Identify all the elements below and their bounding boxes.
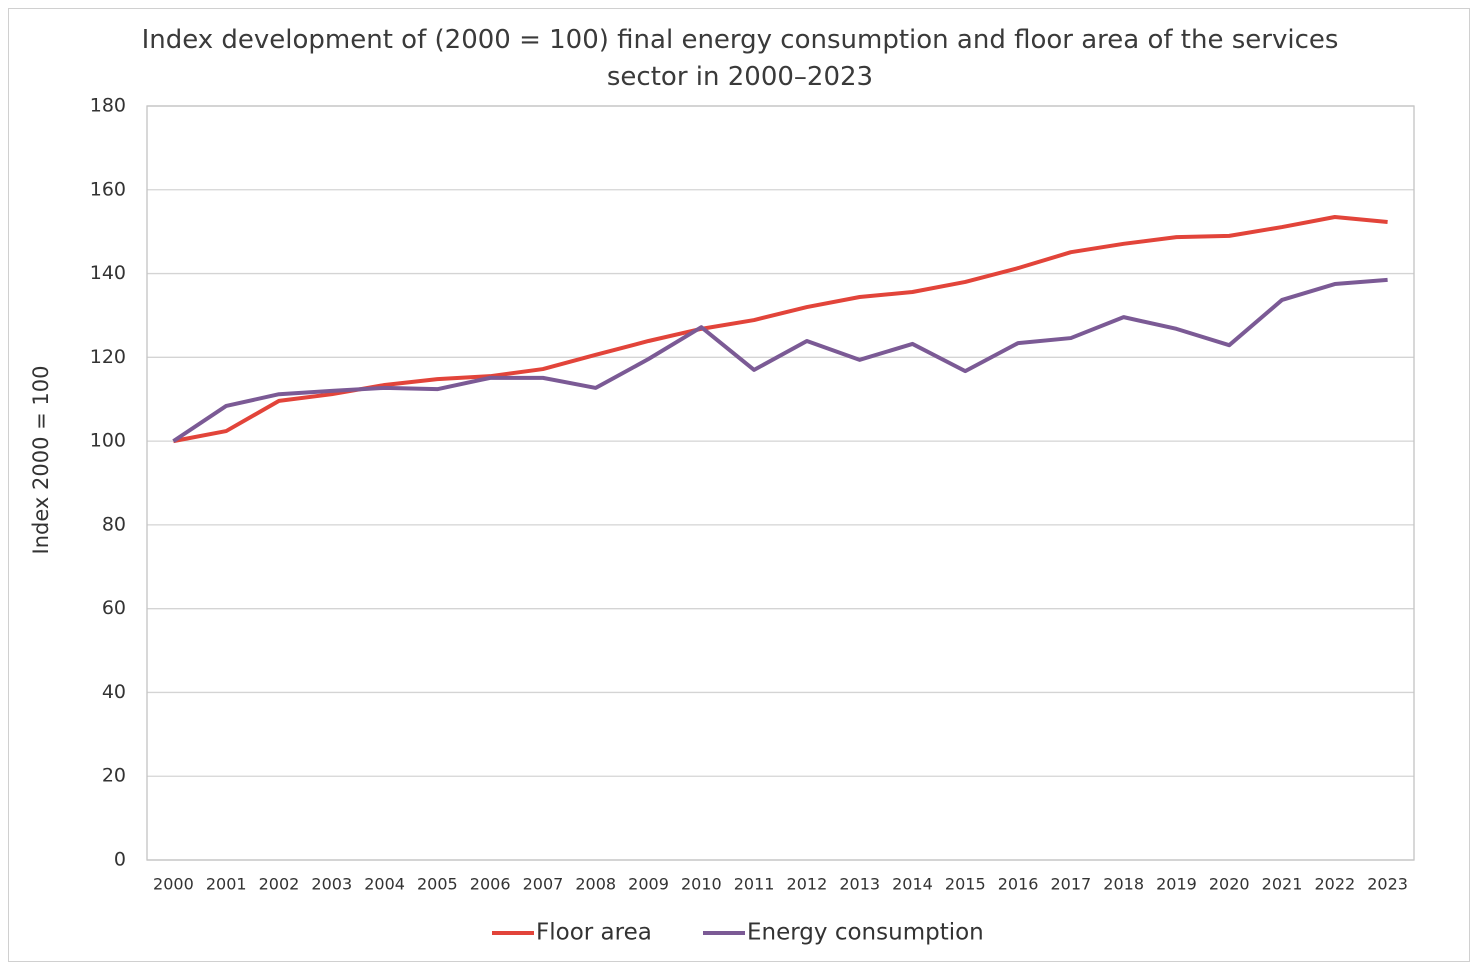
x-tick-label: 2016 [998,875,1039,894]
plot-border [146,105,1415,861]
x-tick-label: 2022 [1314,875,1355,894]
x-tick-label: 2017 [1050,875,1091,894]
y-tick-label: 120 [90,346,126,368]
x-tick-label: 2014 [892,875,933,894]
legend-label: Energy consumption [747,920,984,946]
y-tick-label: 0 [114,849,126,871]
x-tick-label: 2019 [1156,875,1197,894]
x-tick-label: 2005 [417,875,458,894]
x-tick-label: 2021 [1262,875,1303,894]
x-tick-label: 2018 [1103,875,1144,894]
x-tick-label: 2000 [153,875,194,894]
y-tick-label: 60 [102,597,126,619]
x-tick-label: 2013 [839,875,880,894]
chart-frame [8,8,1470,962]
x-tick-label: 2011 [734,875,775,894]
x-tick-label: 2003 [311,875,352,894]
x-tick-label: 2008 [575,875,616,894]
data-line [173,215,1388,444]
x-tick-label: 2010 [681,875,722,894]
x-tick-label: 2012 [787,875,828,894]
data-line [172,277,1388,443]
x-tick-label: 2015 [945,875,986,894]
y-tick-label: 160 [90,178,126,200]
x-tick-label: 2002 [259,875,300,894]
legend-label: Floor area [536,920,652,946]
x-tick-label: 2023 [1367,875,1408,894]
y-tick-label: 40 [102,681,126,703]
y-tick-label: 180 [90,95,126,117]
x-tick-label: 2020 [1209,875,1250,894]
y-axis-label: Index 2000 = 100 [29,366,53,555]
x-tick-label: 2007 [523,875,564,894]
x-tick-label: 2001 [206,875,247,894]
x-tick-label: 2006 [470,875,511,894]
y-tick-label: 80 [102,513,126,535]
x-tick-label: 2004 [364,875,405,894]
x-tick-label: 2009 [628,875,669,894]
y-tick-label: 140 [90,262,126,284]
y-tick-label: 100 [90,430,126,452]
y-tick-label: 20 [102,765,126,787]
chart-title: Index development of (2000 = 100) final … [141,25,1339,92]
